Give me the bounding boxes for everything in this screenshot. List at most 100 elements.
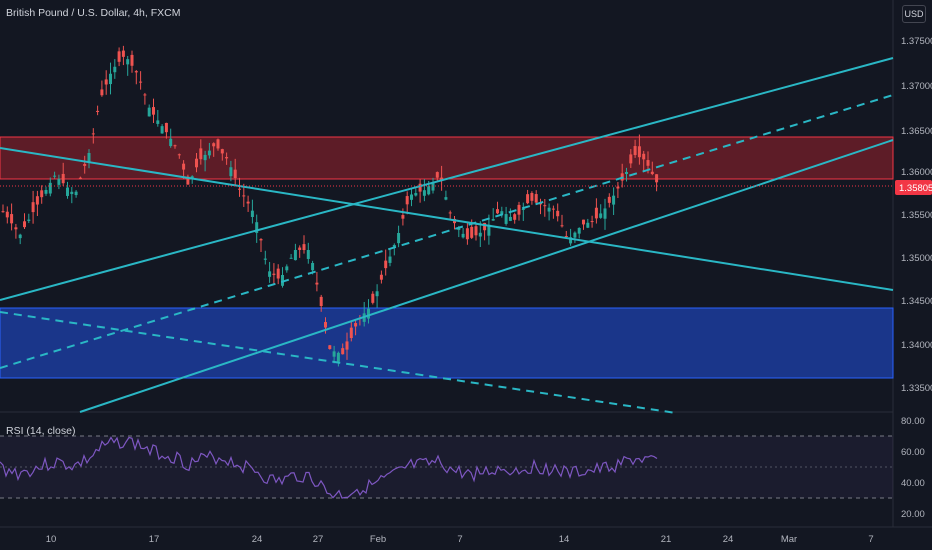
candle-body[interactable] [491, 219, 495, 221]
candle-body[interactable] [564, 235, 568, 237]
candle-body[interactable] [324, 322, 327, 328]
candle-body[interactable] [379, 274, 383, 280]
candle-body[interactable] [637, 146, 641, 158]
candle-body[interactable] [23, 221, 26, 228]
price-axis[interactable]: 1.37500 1.37000 1.36500 1.36000 1.35500 … [895, 36, 932, 394]
candle-body[interactable] [586, 222, 590, 228]
candle-body[interactable] [397, 233, 401, 244]
candle-body[interactable] [268, 271, 272, 277]
candle-body[interactable] [478, 232, 482, 237]
candle-body[interactable] [319, 296, 323, 306]
candle-body[interactable] [199, 148, 203, 160]
candle-body[interactable] [5, 211, 9, 218]
candle-body[interactable] [259, 239, 263, 241]
candle-body[interactable] [427, 186, 431, 195]
candle-body[interactable] [367, 308, 370, 319]
candle-body[interactable] [371, 293, 375, 303]
channel-lower-trendline[interactable] [79, 139, 894, 413]
candle-body[interactable] [414, 193, 418, 196]
candle-body[interactable] [70, 191, 74, 195]
candle-body[interactable] [31, 202, 35, 213]
candle-body[interactable] [375, 291, 379, 297]
candle-body[interactable] [444, 197, 448, 200]
candle-body[interactable] [1, 211, 5, 213]
candle-body[interactable] [216, 139, 220, 149]
candle-body[interactable] [306, 250, 310, 259]
candle-body[interactable] [186, 176, 190, 185]
symbol-title[interactable]: British Pound / U.S. Dollar, 4h, FXCM [6, 7, 181, 19]
candle-body[interactable] [336, 352, 340, 362]
candle-body[interactable] [255, 222, 259, 233]
candle-body[interactable] [332, 351, 336, 357]
candle-body[interactable] [78, 177, 82, 179]
candle-body[interactable] [607, 196, 611, 203]
candle-body[interactable] [599, 213, 603, 218]
candle-body[interactable] [272, 273, 276, 275]
candle-body[interactable] [57, 178, 61, 185]
rsi-axis[interactable]: 80.00 60.00 40.00 20.00 [901, 416, 925, 520]
candle-body[interactable] [642, 153, 646, 160]
candle-body[interactable] [40, 190, 44, 198]
candle-body[interactable] [14, 227, 18, 230]
candle-body[interactable] [220, 149, 224, 154]
currency-button[interactable]: USD [902, 5, 926, 23]
candle-body[interactable] [27, 219, 31, 221]
candle-body[interactable] [281, 275, 284, 286]
candle-body[interactable] [134, 71, 138, 73]
candle-body[interactable] [422, 190, 426, 196]
candle-body[interactable] [160, 126, 164, 134]
candle-body[interactable] [569, 237, 573, 244]
candle-body[interactable] [276, 268, 280, 279]
candle-body[interactable] [169, 138, 173, 147]
candle-body[interactable] [392, 244, 396, 247]
time-axis[interactable]: 10 17 24 27 Feb 7 14 21 24 Mar 7 [46, 534, 874, 545]
candle-body[interactable] [289, 257, 293, 259]
candle-body[interactable] [354, 323, 358, 327]
candle-body[interactable] [405, 196, 409, 205]
candle-body[interactable] [349, 327, 353, 339]
candle-body[interactable] [139, 81, 143, 83]
candle-body[interactable] [410, 194, 413, 200]
candle-body[interactable] [117, 51, 121, 62]
candle-body[interactable] [302, 244, 306, 250]
support-zone[interactable] [0, 307, 894, 379]
candle-body[interactable] [534, 194, 538, 203]
candle-body[interactable] [315, 282, 319, 285]
candle-body[interactable] [633, 146, 637, 156]
candle-body[interactable] [328, 345, 332, 349]
candle-body[interactable] [250, 210, 254, 217]
candle-body[interactable] [590, 221, 594, 223]
candle-body[interactable] [530, 192, 534, 201]
candle-body[interactable] [504, 214, 508, 224]
candle-body[interactable] [173, 145, 177, 147]
rsi-indicator-title[interactable]: RSI (14, close) [6, 425, 76, 437]
candle-body[interactable] [646, 160, 650, 166]
candle-body[interactable] [207, 150, 211, 156]
candle-body[interactable] [293, 250, 297, 261]
candle-body[interactable] [130, 54, 134, 66]
candle-body[interactable] [650, 171, 654, 175]
candle-body[interactable] [91, 133, 95, 135]
candle-body[interactable] [483, 222, 487, 231]
candle-body[interactable] [233, 169, 237, 178]
candle-body[interactable] [246, 201, 250, 204]
candle-body[interactable] [625, 172, 628, 174]
candle-body[interactable] [96, 110, 100, 112]
candle-body[interactable] [242, 195, 246, 197]
candle-body[interactable] [616, 186, 620, 189]
candle-body[interactable] [470, 226, 474, 238]
candle-body[interactable] [603, 208, 607, 219]
candle-body[interactable] [147, 107, 151, 117]
candle-body[interactable] [10, 214, 14, 224]
candle-body[interactable] [35, 196, 39, 205]
candle-body[interactable] [551, 208, 555, 210]
candle-body[interactable] [152, 107, 155, 115]
candle-body[interactable] [285, 266, 289, 271]
candle-body[interactable] [513, 214, 517, 220]
candle-body[interactable] [66, 187, 69, 196]
candle-body[interactable] [526, 194, 530, 204]
candle-body[interactable] [83, 163, 87, 166]
candle-body[interactable] [229, 167, 233, 177]
candle-body[interactable] [225, 157, 229, 159]
